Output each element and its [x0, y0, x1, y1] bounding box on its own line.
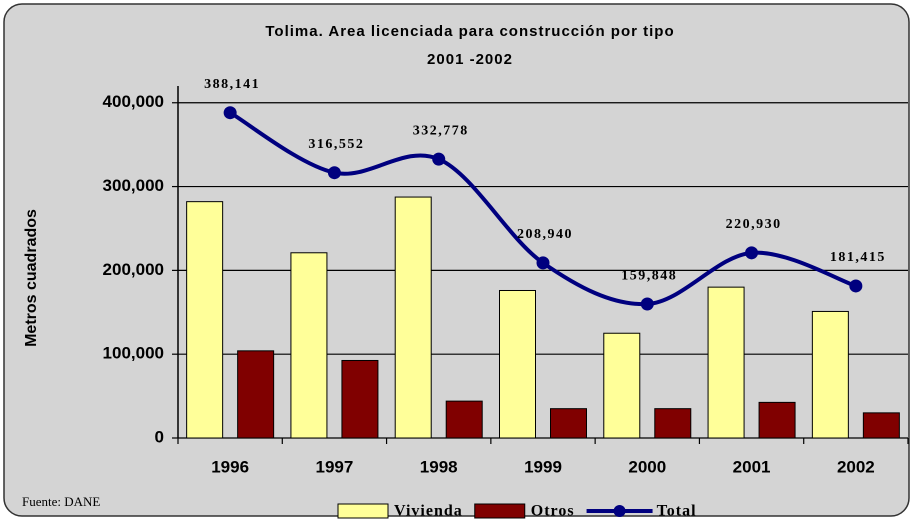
- data-label: 388,141: [204, 77, 260, 92]
- x-tick-label: 2000: [628, 457, 666, 476]
- bar: [550, 408, 587, 439]
- line-marker: [327, 166, 341, 180]
- bar: [186, 201, 224, 439]
- bar: [499, 289, 536, 439]
- x-tick-label: 1998: [420, 457, 458, 476]
- y-tick-label: 0: [155, 427, 164, 446]
- bar: [862, 412, 900, 439]
- legend-label: Total: [657, 503, 697, 520]
- y-tick-label: 100,000: [103, 344, 164, 363]
- y-tick-label: 400,000: [103, 92, 164, 111]
- data-label: 181,415: [830, 250, 886, 265]
- data-label: 208,940: [517, 227, 573, 242]
- bar: [394, 196, 432, 439]
- chart-subtitle: 2001 -2002: [427, 51, 513, 68]
- x-tick-label: 1996: [211, 457, 249, 476]
- bar: [603, 332, 641, 439]
- source-note: Fuente: DANE: [22, 494, 100, 509]
- data-label: 332,778: [413, 123, 469, 138]
- bar: [811, 310, 849, 439]
- legend-swatch: [474, 503, 526, 519]
- x-tick-label: 1999: [524, 457, 562, 476]
- line-marker: [432, 152, 446, 166]
- line-marker: [536, 256, 550, 270]
- x-tick-label: 2001: [733, 457, 771, 476]
- bar: [290, 252, 328, 439]
- data-label: 316,552: [308, 137, 364, 152]
- bar: [758, 401, 796, 439]
- bar: [237, 350, 275, 439]
- legend-swatch: [337, 503, 389, 519]
- bar: [707, 286, 745, 439]
- line-marker: [849, 279, 863, 293]
- bar: [445, 400, 483, 439]
- legend-label: Vivienda: [394, 503, 463, 520]
- x-tick-label: 1997: [316, 457, 354, 476]
- line-marker: [223, 106, 237, 120]
- x-tick-label: 2002: [837, 457, 875, 476]
- legend-marker: [613, 505, 626, 517]
- y-tick-label: 200,000: [103, 260, 164, 279]
- line-marker: [640, 297, 654, 311]
- legend-label: Otros: [531, 503, 575, 520]
- chart-background: [3, 3, 910, 517]
- bar: [341, 359, 379, 439]
- chart-title: Tolima. Area licenciada para construcció…: [265, 23, 674, 40]
- data-label: 220,930: [726, 217, 782, 232]
- data-label: 159,848: [621, 268, 677, 283]
- line-marker: [745, 246, 759, 260]
- bar: [654, 408, 692, 439]
- y-axis-label: Metros cuadrados: [23, 209, 40, 347]
- y-tick-label: 300,000: [103, 176, 164, 195]
